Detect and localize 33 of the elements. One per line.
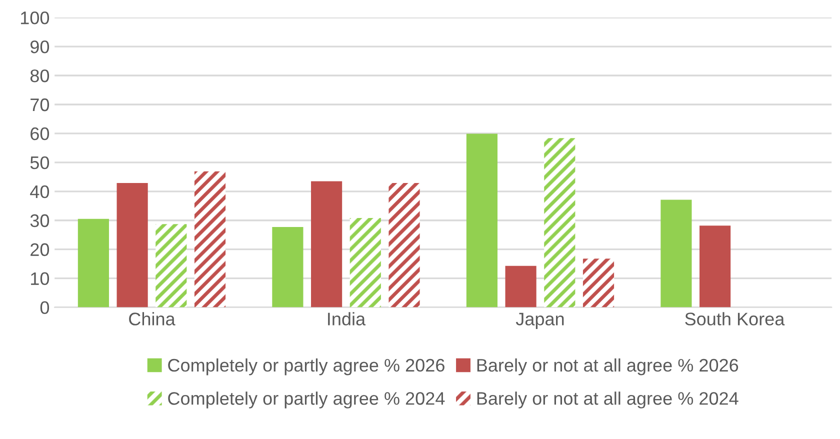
bar	[505, 266, 536, 308]
y-tick-label: 10	[31, 272, 50, 286]
bar	[582, 258, 614, 308]
x-tick-label: China	[129, 312, 176, 326]
bar	[156, 224, 187, 308]
x-tick-label: South Korea	[685, 312, 785, 326]
y-tick-label: 20	[30, 243, 50, 256]
legend-label: Completely or partly agree % 2026	[168, 358, 444, 376]
bar	[116, 183, 148, 308]
bar	[311, 181, 342, 308]
bar	[660, 200, 692, 308]
x-tick-label: Japan	[516, 312, 564, 329]
y-tick-label: 60	[30, 127, 50, 140]
y-tick-label: 50	[30, 156, 50, 170]
bar	[272, 227, 304, 308]
y-tick-label: 90	[30, 40, 50, 54]
legend-label: Barely or not at all agree % 2026	[477, 358, 738, 376]
y-tick-label: 70	[30, 98, 50, 112]
bar	[544, 138, 576, 308]
y-tick-label: 80	[30, 69, 50, 82]
y-tick-label: 30	[30, 214, 50, 228]
y-tick-label: 40	[30, 185, 50, 198]
bar	[700, 226, 731, 308]
y-tick-label: 0	[40, 301, 50, 314]
bar	[194, 171, 226, 308]
legend-label: Barely or not at all agree % 2024	[477, 392, 738, 408]
legend-label: Completely or partly agree % 2024	[168, 392, 445, 408]
bar	[78, 218, 109, 308]
bar	[466, 134, 498, 308]
bar	[350, 218, 381, 308]
bar	[388, 183, 420, 308]
x-tick-label: India	[328, 312, 366, 326]
y-tick-label: 100	[20, 11, 50, 24]
